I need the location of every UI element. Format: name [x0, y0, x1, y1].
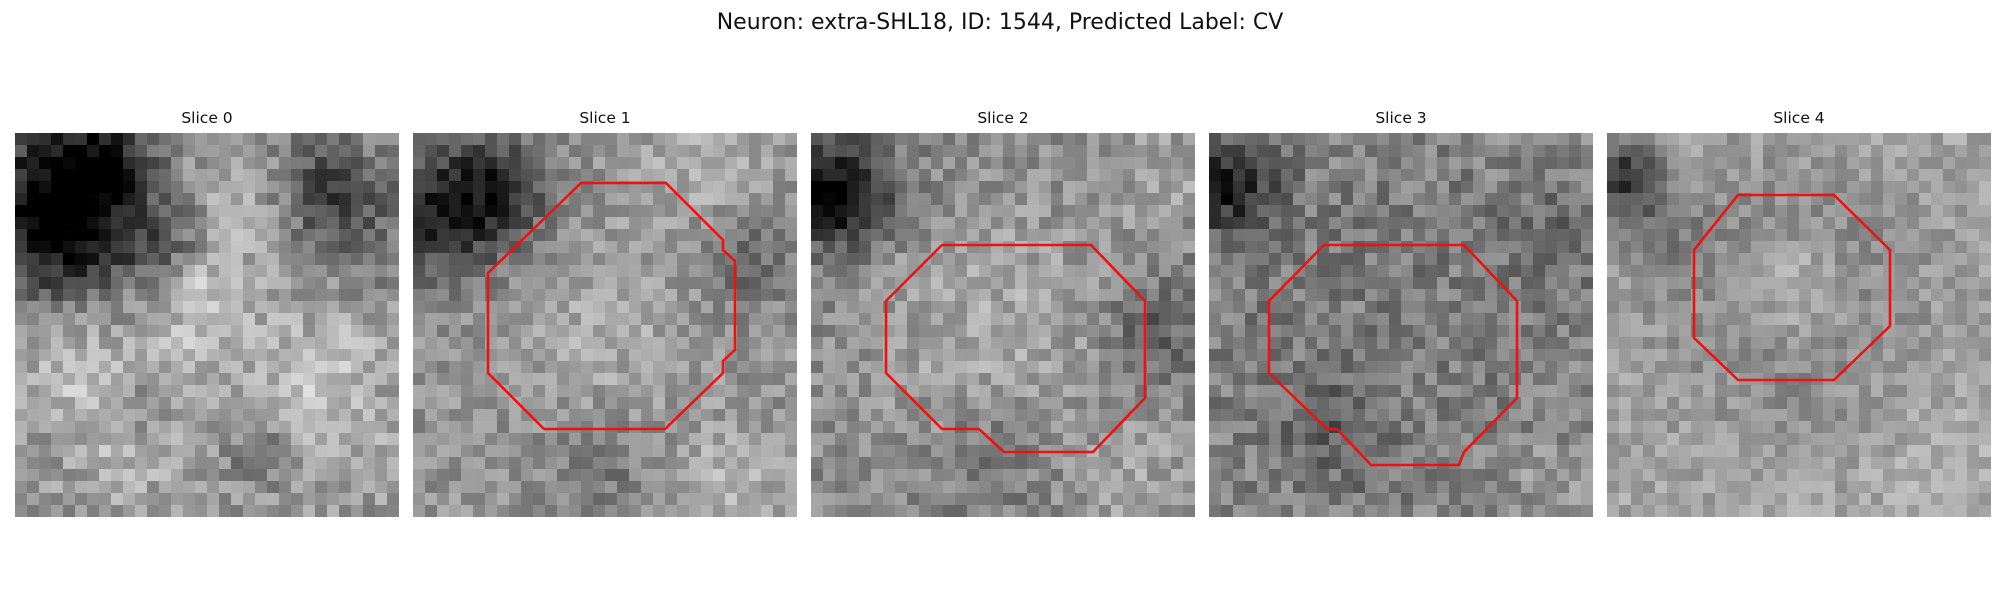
contour-overlay-2	[884, 243, 1147, 454]
slice-image-2	[811, 133, 1195, 517]
contour-polygon-2	[884, 243, 1147, 454]
figure-title: Neuron: extra-SHL18, ID: 1544, Predicted…	[716, 10, 1284, 35]
slice-pixels-1	[413, 133, 797, 517]
slice-panel-1: Slice 1	[413, 108, 797, 517]
slice-panel-0: Slice 0	[15, 108, 399, 517]
contour-polygon-3	[1267, 243, 1519, 467]
slice-pixels-4	[1607, 133, 1991, 517]
contour-overlay-1	[486, 181, 737, 431]
contour-polygon-1	[486, 181, 737, 431]
slice-image-1	[413, 133, 797, 517]
slice-image-3	[1209, 133, 1593, 517]
contour-polygon-4	[1692, 193, 1892, 382]
slice-pixels-3	[1209, 133, 1593, 517]
slice-panel-2: Slice 2	[811, 108, 1195, 517]
slice-title-1: Slice 1	[579, 109, 631, 127]
slice-pixels-2	[811, 133, 1195, 517]
slice-title-2: Slice 2	[977, 109, 1029, 127]
contour-overlay-3	[1267, 243, 1519, 467]
slice-image-0	[15, 133, 399, 517]
contour-overlay-4	[1692, 193, 1892, 382]
slice-image-4	[1607, 133, 1991, 517]
slice-title-0: Slice 0	[181, 109, 233, 127]
slice-panel-4: Slice 4	[1607, 108, 1991, 517]
slice-panel-3: Slice 3	[1209, 108, 1593, 517]
slice-pixels-0	[15, 133, 399, 517]
slice-title-4: Slice 4	[1773, 109, 1825, 127]
slice-title-3: Slice 3	[1375, 109, 1427, 127]
